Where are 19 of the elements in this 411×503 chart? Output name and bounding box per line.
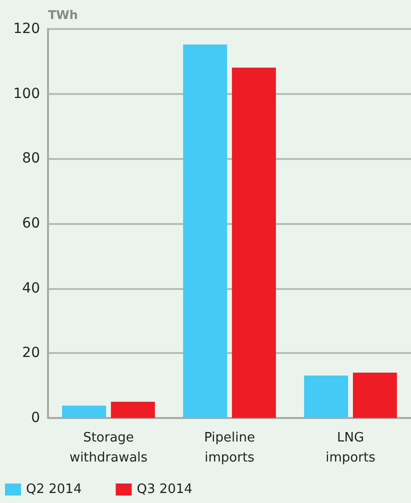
y-tick-label: 20 — [22, 345, 40, 362]
bar — [183, 44, 228, 418]
bar — [62, 406, 106, 418]
y-tick-label: 60 — [22, 216, 40, 232]
x-tick-label: Storage withdrawals — [69, 430, 148, 466]
y-tick-label: 80 — [22, 150, 40, 167]
y-tick-label: 100 — [13, 86, 40, 102]
x-tick-label: LNG imports — [326, 430, 376, 466]
legend-label: Q2 2014 — [26, 482, 82, 497]
bar — [304, 376, 348, 418]
y-tick-label: 40 — [22, 280, 40, 296]
y-tick-label: 0 — [31, 410, 40, 426]
y-axis-title: TWh — [48, 8, 78, 22]
y-tick-label: 120 — [13, 21, 40, 37]
legend-label: Q3 2014 — [136, 482, 192, 497]
x-tick-label: Pipeline imports — [204, 430, 255, 466]
bar — [352, 372, 397, 418]
bar — [232, 68, 276, 418]
bar — [110, 402, 155, 418]
